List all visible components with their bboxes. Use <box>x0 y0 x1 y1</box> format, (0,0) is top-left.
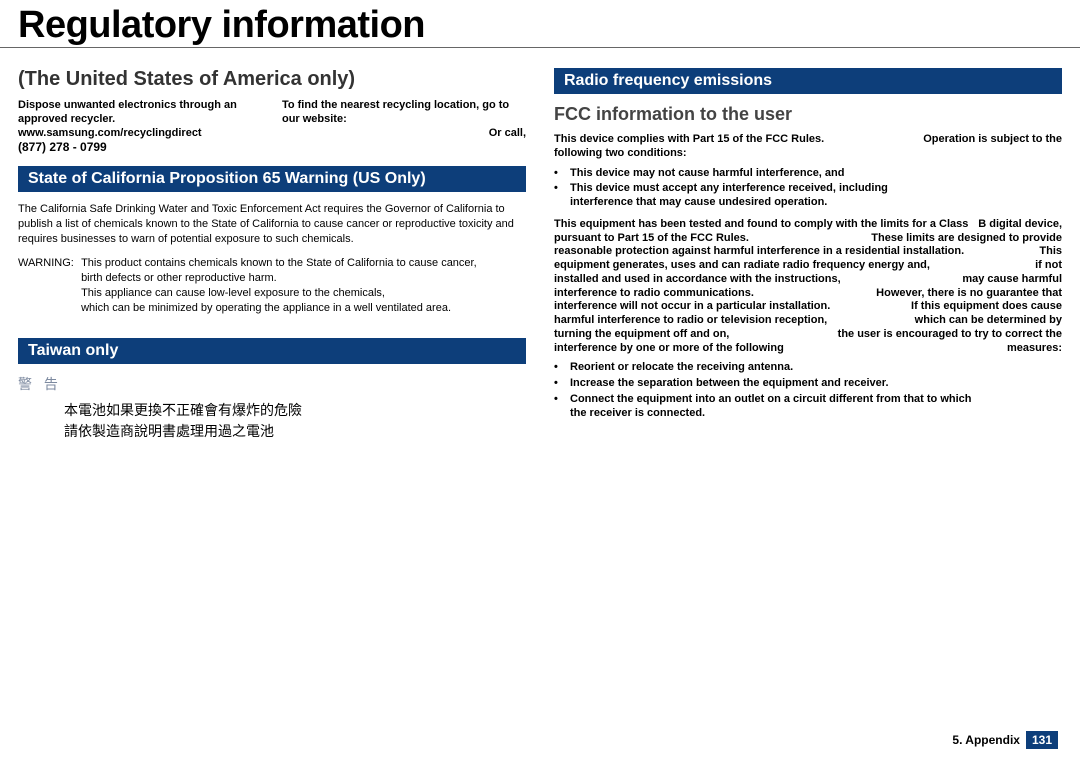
text: Connect the equipment into an outlet on … <box>570 393 972 405</box>
text: If this equipment does cause <box>911 300 1062 314</box>
text: the receiver is connected. <box>570 407 705 419</box>
text: This equipment has been tested and found… <box>554 218 968 232</box>
fcc-intro-2: following two conditions: <box>554 147 1062 161</box>
bullet-icon: • <box>554 393 564 421</box>
text: However, there is no guarantee that <box>876 287 1062 301</box>
text: This product contains chemicals known to… <box>81 257 477 269</box>
fcc-heading: FCC information to the user <box>554 104 1062 125</box>
fcc-measure-2: • Increase the separation between the eq… <box>554 377 1062 391</box>
text: Increase the separation between the equi… <box>570 377 889 391</box>
prop65-text: The California Safe Drinking Water and T… <box>18 202 526 247</box>
text: turning the equipment off and on, <box>554 328 729 342</box>
text: This device must accept any interference… <box>570 182 888 210</box>
text: interference by one or more of the follo… <box>554 342 784 356</box>
text: This device must accept any interference… <box>570 182 888 194</box>
fcc-measure-3: • Connect the equipment into an outlet o… <box>554 393 1062 421</box>
text: This device may not cause harmful interf… <box>570 167 844 181</box>
text: Operation is subject to the <box>923 133 1062 147</box>
fcc-body-l4: equipment generates, uses and can radiat… <box>554 259 1062 273</box>
taiwan-warn-label: 警 告 <box>18 374 526 394</box>
bullet-icon: • <box>554 167 564 181</box>
prop65-warning: WARNING: This product contains chemicals… <box>18 256 526 315</box>
text: Connect the equipment into an outlet on … <box>570 393 972 421</box>
warning-body: This product contains chemicals known to… <box>81 256 525 315</box>
fcc-body-l6: interference to radio communications. How… <box>554 287 1062 301</box>
fcc-body-l2: pursuant to Part 15 of the FCC Rules. The… <box>554 232 1062 246</box>
text: Reorient or relocate the receiving anten… <box>570 361 793 375</box>
chapter-label: 5. Appendix <box>952 733 1020 747</box>
fcc-body-l7: interference will not occur in a particu… <box>554 300 1062 314</box>
fcc-body-l9: turning the equipment off and on, the use… <box>554 328 1062 342</box>
usa-heading: (The United States of America only) <box>18 68 526 91</box>
fcc-intro-1: This device complies with Part 15 of the… <box>554 133 1062 147</box>
prop65-banner: State of California Proposition 65 Warni… <box>18 166 526 192</box>
taiwan-banner: Taiwan only <box>18 338 526 364</box>
text: may cause harmful <box>962 273 1062 287</box>
text: interference that may cause undesired op… <box>570 196 827 208</box>
fcc-body-l10: interference by one or more of the follo… <box>554 342 1062 356</box>
page-footer: 5. Appendix 131 <box>952 731 1058 749</box>
text: harmful interference to radio or televis… <box>554 314 827 328</box>
bullet-icon: • <box>554 361 564 375</box>
fcc-body-l3: reasonable protection against harmful in… <box>554 245 1062 259</box>
fcc-measure-1: • Reorient or relocate the receiving ant… <box>554 361 1062 375</box>
text: reasonable protection against harmful in… <box>554 245 964 259</box>
text: interference to radio communications. <box>554 287 754 301</box>
text: which can be determined by <box>915 314 1062 328</box>
text: Or call, <box>489 127 526 141</box>
taiwan-body: 本電池如果更換不正確會有爆炸的危險 請依製造商說明書處理用過之電池 <box>18 400 526 443</box>
text: pursuant to Part 15 of the FCC Rules. <box>554 232 749 246</box>
text: This <box>1039 245 1062 259</box>
text: Dispose unwanted electronics through an … <box>18 99 282 127</box>
text: To find the nearest recycling location, … <box>282 99 526 127</box>
page-number: 131 <box>1026 731 1058 749</box>
text: This appliance can cause low-level expos… <box>81 287 385 299</box>
bullet-icon: • <box>554 182 564 210</box>
usa-dispose-line-1: Dispose unwanted electronics through an … <box>18 99 526 127</box>
text: installed and used in accordance with th… <box>554 273 841 287</box>
page-title: Regulatory information <box>0 0 1080 48</box>
taiwan-line-2: 請依製造商說明書處理用過之電池 <box>64 421 526 443</box>
fcc-body-l5: installed and used in accordance with th… <box>554 273 1062 287</box>
taiwan-line-1: 本電池如果更換不正確會有爆炸的危險 <box>64 400 526 422</box>
usa-phone: (877) 278 - 0799 <box>18 140 526 156</box>
fcc-body-l8: harmful interference to radio or televis… <box>554 314 1062 328</box>
warning-label: WARNING: <box>18 256 78 271</box>
text: if not <box>1035 259 1062 273</box>
recycling-url[interactable]: www.samsung.com/recyclingdirect <box>18 127 202 141</box>
text: birth defects or other reproductive harm… <box>81 272 277 284</box>
text: These limits are designed to provide <box>871 232 1062 246</box>
text: the user is encouraged to try to correct… <box>838 328 1062 342</box>
right-column: Radio frequency emissions FCC informatio… <box>554 68 1062 443</box>
text: This device complies with Part 15 of the… <box>554 133 824 147</box>
fcc-body-l1: This equipment has been tested and found… <box>554 218 1062 232</box>
usa-dispose-line-2: www.samsung.com/recyclingdirect Or call, <box>18 127 526 141</box>
text: which can be minimized by operating the … <box>81 302 451 314</box>
bullet-icon: • <box>554 377 564 391</box>
text: equipment generates, uses and can radiat… <box>554 259 930 273</box>
fcc-condition-1: • This device may not cause harmful inte… <box>554 167 1062 181</box>
rf-banner: Radio frequency emissions <box>554 68 1062 94</box>
fcc-condition-2: • This device must accept any interferen… <box>554 182 1062 210</box>
left-column: (The United States of America only) Disp… <box>18 68 526 443</box>
two-column-layout: (The United States of America only) Disp… <box>0 68 1080 443</box>
text: B digital device, <box>978 218 1062 232</box>
text: interference will not occur in a particu… <box>554 300 830 314</box>
text: measures: <box>1007 342 1062 356</box>
